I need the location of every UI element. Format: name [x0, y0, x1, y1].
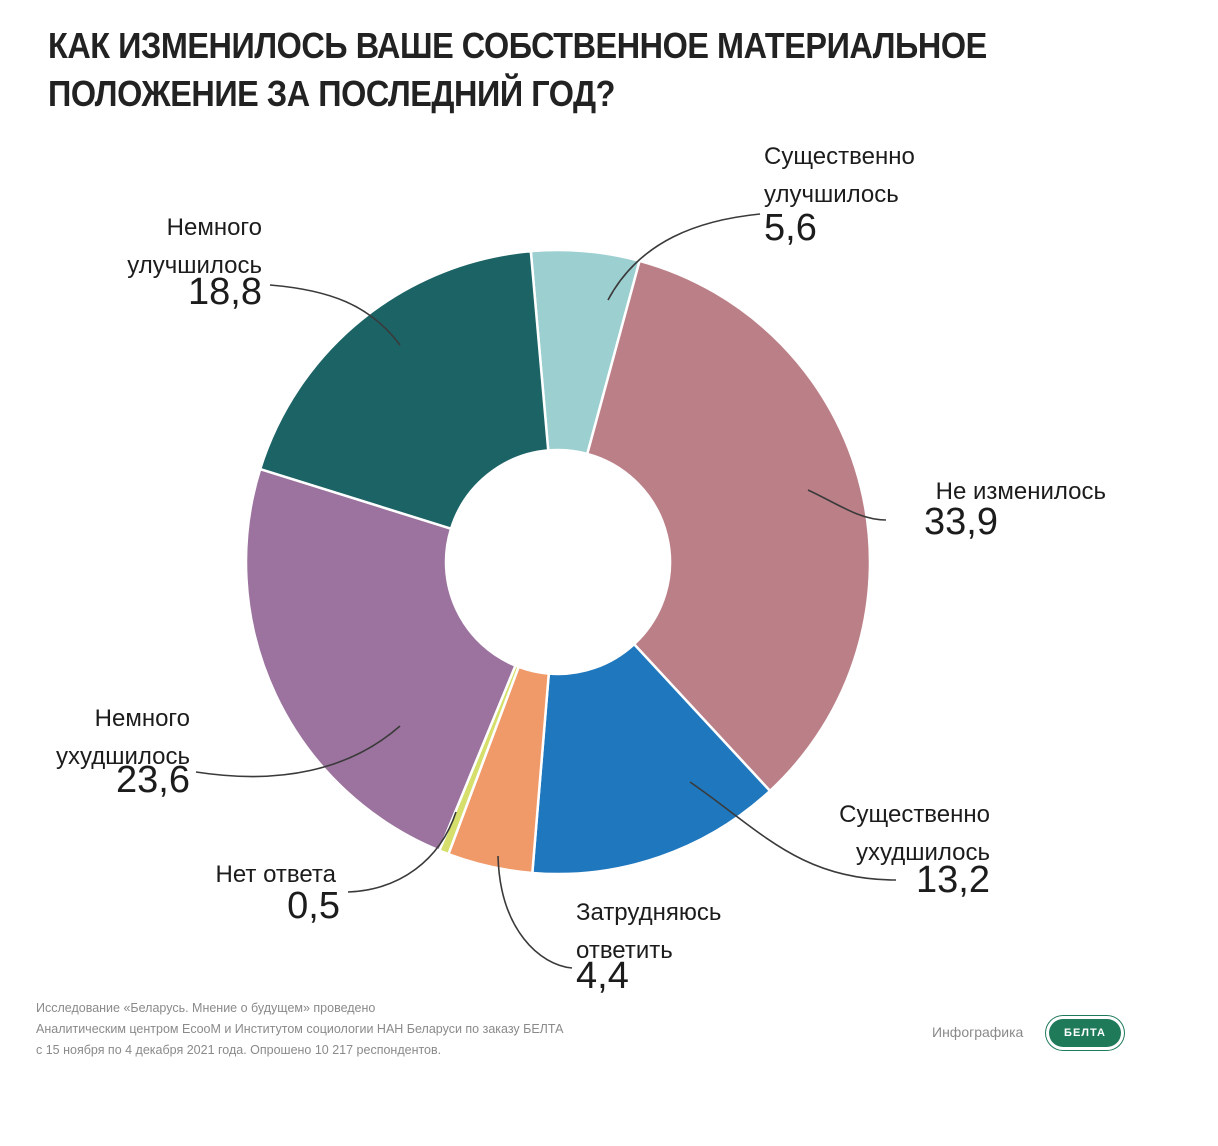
leader-line-6 — [269, 284, 401, 346]
slice-label-6-line-0: Немного — [167, 214, 262, 241]
slice-value-1: 33,9 — [924, 501, 998, 543]
pie-slice-5 — [244, 467, 518, 853]
leader-line-0 — [607, 213, 761, 301]
leader-line-3 — [497, 855, 573, 969]
leader-line-4 — [347, 811, 457, 893]
belta-logo: БЕЛТА — [1046, 1016, 1124, 1050]
leader-line-5 — [195, 725, 401, 778]
slice-label-0-line-1: улучшилось — [764, 181, 899, 208]
footnote-line-3: с 15 ноября по 4 декабря 2021 года. Опро… — [36, 1043, 442, 1057]
slice-label-0-line-0: Существенно — [764, 143, 915, 170]
slice-label-2-line-0: Существенно — [839, 801, 990, 828]
slice-label-5-line-1: ухудшилось — [56, 743, 190, 770]
slice-label-3-line-0: Затрудняюсь — [576, 899, 721, 926]
pie-slice-1 — [585, 259, 872, 793]
slice-label-3-line-1: ответить — [576, 937, 673, 964]
chart-title: КАК ИЗМЕНИЛОСЬ ВАШЕ СОБСТВЕННОЕ МАТЕРИАЛ… — [48, 22, 1056, 118]
slice-label-1-line-0: Не изменилось — [936, 478, 1106, 505]
source-footnote: Исследование «Беларусь. Мнение о будущем… — [36, 998, 563, 1061]
slice-label-6-line-1: улучшилось — [127, 252, 262, 279]
footnote-line-1: Исследование «Беларусь. Мнение о будущем… — [36, 1001, 376, 1015]
leader-line-1 — [807, 489, 887, 521]
title-line-2: ПОЛОЖЕНИЕ ЗА ПОСЛЕДНИЙ ГОД? — [48, 73, 615, 114]
slice-value-5: 23,6 — [116, 759, 190, 801]
slice-label-5-line-0: Немного — [95, 705, 190, 732]
slices — [244, 248, 872, 876]
slice-value-4: 0,5 — [287, 885, 340, 927]
footnote-line-2: Аналитическим центром EcooM и Институтом… — [36, 1022, 564, 1036]
pie-slice-2 — [530, 642, 772, 876]
slice-label-2-line-1: ухудшилось — [856, 839, 990, 866]
slice-value-2: 13,2 — [916, 859, 990, 901]
title-line-1: КАК ИЗМЕНИЛОСЬ ВАШЕ СОБСТВЕННОЕ МАТЕРИАЛ… — [48, 25, 987, 66]
slice-label-4-line-0: Нет ответа — [216, 861, 337, 888]
pie-slice-6 — [258, 249, 550, 531]
slice-value-3: 4,4 — [576, 955, 629, 997]
slice-value-6: 18,8 — [188, 271, 262, 313]
infographic-credit-label: Инфографика — [932, 1024, 1024, 1040]
slice-value-0: 5,6 — [764, 207, 817, 249]
leader-line-2 — [689, 781, 897, 881]
